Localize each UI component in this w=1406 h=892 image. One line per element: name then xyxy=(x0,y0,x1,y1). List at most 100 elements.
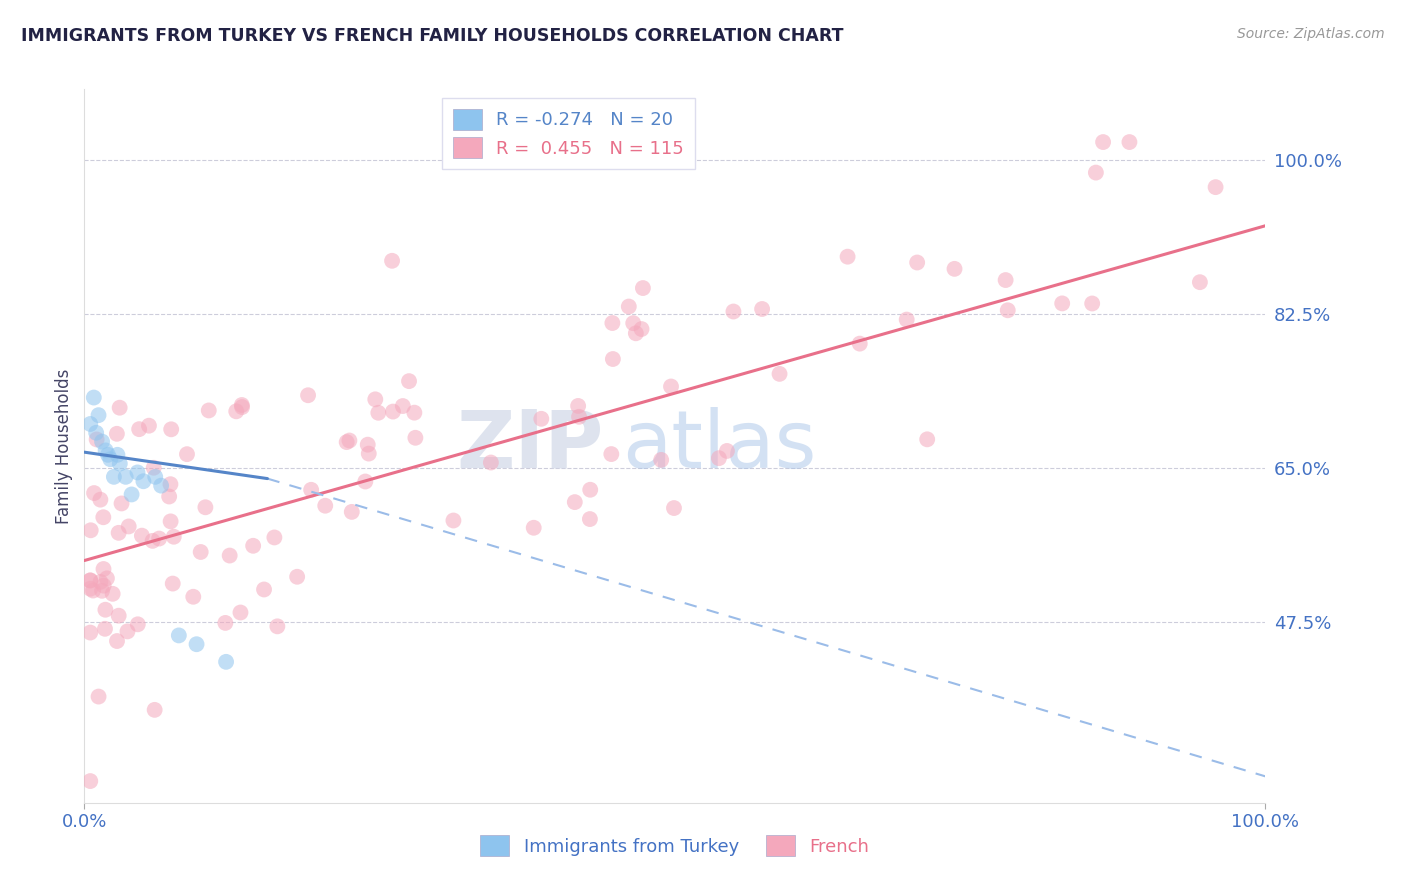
Point xyxy=(148,532,170,546)
Point xyxy=(357,447,380,461)
Point xyxy=(1205,180,1227,194)
Point xyxy=(579,483,602,497)
Point xyxy=(994,273,1017,287)
Point xyxy=(340,505,363,519)
Point xyxy=(1092,135,1115,149)
Point xyxy=(105,426,128,441)
Point xyxy=(339,434,361,448)
Point xyxy=(624,326,647,341)
Point xyxy=(101,587,124,601)
Legend: Immigrants from Turkey, French: Immigrants from Turkey, French xyxy=(471,826,879,865)
Point xyxy=(231,400,253,414)
Point xyxy=(89,492,111,507)
Y-axis label: Family Households: Family Households xyxy=(55,368,73,524)
Point xyxy=(143,470,166,484)
Point xyxy=(142,533,165,548)
Point xyxy=(162,576,184,591)
Point xyxy=(138,418,160,433)
Point xyxy=(150,478,173,492)
Point xyxy=(357,438,380,452)
Point xyxy=(79,574,101,588)
Point xyxy=(1084,165,1107,179)
Point xyxy=(659,379,682,393)
Point xyxy=(79,625,101,640)
Point xyxy=(82,583,104,598)
Point xyxy=(617,300,640,314)
Point xyxy=(93,579,115,593)
Point xyxy=(103,470,125,484)
Point xyxy=(94,603,117,617)
Point xyxy=(83,391,105,405)
Point xyxy=(905,255,928,269)
Point xyxy=(392,399,415,413)
Point xyxy=(107,448,129,462)
Point xyxy=(91,510,114,524)
Point xyxy=(167,628,190,642)
Point xyxy=(716,444,738,458)
Point xyxy=(79,574,101,588)
Point xyxy=(190,545,212,559)
Point xyxy=(91,583,114,598)
Point xyxy=(118,519,141,533)
Point xyxy=(479,456,502,470)
Point xyxy=(121,487,143,501)
Point xyxy=(157,490,180,504)
Point xyxy=(564,495,586,509)
Point xyxy=(87,690,110,704)
Text: Source: ZipAtlas.com: Source: ZipAtlas.com xyxy=(1237,27,1385,41)
Text: IMMIGRANTS FROM TURKEY VS FRENCH FAMILY HOUSEHOLDS CORRELATION CHART: IMMIGRANTS FROM TURKEY VS FRENCH FAMILY … xyxy=(21,27,844,45)
Point xyxy=(197,403,219,417)
Point xyxy=(127,617,149,632)
Point xyxy=(404,406,426,420)
Point xyxy=(848,336,870,351)
Point xyxy=(530,412,553,426)
Point xyxy=(142,460,165,475)
Point xyxy=(163,530,186,544)
Point xyxy=(1188,275,1211,289)
Point xyxy=(602,351,624,366)
Point xyxy=(80,523,103,537)
Point xyxy=(110,496,132,510)
Point xyxy=(404,431,426,445)
Point xyxy=(94,622,117,636)
Point xyxy=(93,562,115,576)
Point xyxy=(943,261,966,276)
Point xyxy=(299,483,322,497)
Point xyxy=(579,512,602,526)
Point xyxy=(242,539,264,553)
Point xyxy=(215,655,238,669)
Point xyxy=(354,475,377,489)
Point xyxy=(263,531,285,545)
Point xyxy=(108,401,131,415)
Point xyxy=(89,574,111,589)
Point xyxy=(131,529,153,543)
Point xyxy=(94,443,117,458)
Point xyxy=(314,499,336,513)
Point xyxy=(117,624,139,639)
Point xyxy=(79,774,101,789)
Point xyxy=(768,367,790,381)
Point xyxy=(132,475,155,489)
Point xyxy=(107,608,129,623)
Point xyxy=(600,447,623,461)
Point xyxy=(108,457,131,471)
Point xyxy=(364,392,387,407)
Point xyxy=(1050,296,1073,310)
Point xyxy=(96,571,118,585)
Point xyxy=(336,435,359,450)
Point xyxy=(176,447,198,461)
Point xyxy=(186,637,208,651)
Text: ZIP: ZIP xyxy=(457,407,605,485)
Point xyxy=(218,549,240,563)
Point xyxy=(398,374,420,388)
Point xyxy=(79,417,101,431)
Point xyxy=(837,250,859,264)
Point xyxy=(723,304,745,318)
Point xyxy=(441,514,464,528)
Point xyxy=(382,404,405,418)
Point xyxy=(159,477,181,491)
Point xyxy=(381,253,404,268)
Point xyxy=(367,406,389,420)
Point xyxy=(631,281,654,295)
Point xyxy=(662,501,685,516)
